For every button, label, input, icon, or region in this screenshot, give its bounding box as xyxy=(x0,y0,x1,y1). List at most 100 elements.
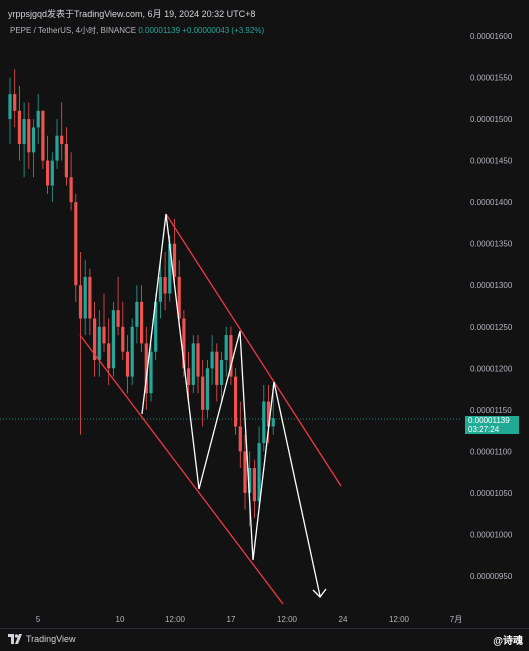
y-tick-label: 0.00001350 xyxy=(470,240,513,249)
candle-body xyxy=(125,351,130,377)
y-tick-label: 0.00001100 xyxy=(470,447,512,456)
y-tick-label: 0.00001400 xyxy=(470,198,513,207)
symbol-info: PEPE / TetherUS, 4小时, BINANCE 0.00001139… xyxy=(10,25,264,36)
candle-body xyxy=(78,285,83,319)
candle-body xyxy=(196,343,200,377)
candle-body xyxy=(17,110,21,144)
x-tick-label: 12:00 xyxy=(389,615,410,624)
last-price-value: 0.00001139 xyxy=(138,26,181,35)
candle-body xyxy=(74,202,78,286)
y-tick-label: 0.00000950 xyxy=(470,572,513,581)
candle-body xyxy=(187,368,191,385)
candle-body xyxy=(102,326,106,344)
drawings xyxy=(79,213,342,605)
candle-body xyxy=(168,243,172,294)
candle-body xyxy=(163,276,167,294)
candle-body xyxy=(46,160,50,186)
x-tick-label: 7月 xyxy=(450,615,462,624)
candle-body xyxy=(154,301,158,352)
y-tick-label: 0.00001300 xyxy=(470,281,513,290)
candle-body xyxy=(130,326,134,377)
candle-body xyxy=(22,119,26,144)
candle-body xyxy=(158,276,162,302)
candle-body xyxy=(97,326,101,360)
time-axis[interactable]: 5 10 12:00 17 12:00 24 12:00 7月 xyxy=(36,615,462,624)
candle-body xyxy=(36,110,40,128)
candle-body xyxy=(31,127,36,153)
tradingview-logo-text: TradingView xyxy=(26,634,76,644)
y-tick-label: 0.00001000 xyxy=(470,530,513,539)
candle-body xyxy=(111,310,115,369)
candle-body xyxy=(50,160,54,186)
candle-body xyxy=(144,343,148,394)
author-watermark: @诗魂 xyxy=(493,636,523,647)
arrow-head xyxy=(312,588,327,598)
y-tick-label: 0.00001550 xyxy=(470,74,513,83)
candle-body xyxy=(229,335,233,377)
y-tick-label: 0.00001500 xyxy=(470,115,513,124)
candle-body xyxy=(172,243,177,277)
candle-body xyxy=(205,368,209,410)
y-tick-label: 0.00001250 xyxy=(470,323,513,332)
candle-body xyxy=(135,301,139,327)
candle-body xyxy=(140,301,144,344)
candle-body xyxy=(107,343,111,369)
candle-body xyxy=(252,468,256,502)
candle-body xyxy=(243,451,247,493)
zigzag-path xyxy=(141,213,321,597)
x-tick-label: 24 xyxy=(339,615,348,624)
candle-body xyxy=(191,343,195,385)
candle-body xyxy=(215,351,219,385)
candle-body xyxy=(238,426,242,452)
candle-body xyxy=(116,310,120,327)
y-tick-label: 0.00001200 xyxy=(470,364,513,373)
candle-body xyxy=(177,276,181,319)
bar-countdown: 03:27:24 xyxy=(468,425,500,434)
y-tick-label: 0.00001050 xyxy=(470,489,513,498)
candle-body xyxy=(8,94,12,120)
channel-lower-line xyxy=(79,334,284,605)
candle-body xyxy=(182,318,186,369)
candle-body xyxy=(266,401,271,427)
candle-body xyxy=(64,144,68,178)
candle-body xyxy=(60,135,64,144)
candle-body xyxy=(248,468,252,493)
candle-body xyxy=(69,177,73,203)
candle-body xyxy=(55,135,59,161)
x-tick-label: 5 xyxy=(36,615,41,624)
x-tick-label: 17 xyxy=(227,615,236,624)
candle-body xyxy=(88,276,92,319)
y-tick-label: 0.00001600 xyxy=(470,32,513,41)
candle-body xyxy=(13,94,17,111)
tradingview-logo-icon xyxy=(8,634,22,644)
candle-body xyxy=(210,351,214,369)
candle-body xyxy=(201,376,205,410)
y-tick-label: 0.00001150 xyxy=(470,406,512,415)
candle-body xyxy=(93,318,97,360)
candle-body xyxy=(27,119,31,153)
x-tick-label: 12:00 xyxy=(277,615,298,624)
last-price-tag-value: 0.00001139 xyxy=(468,416,510,425)
x-tick-label: 10 xyxy=(116,615,125,624)
y-tick-label: 0.00001450 xyxy=(470,157,513,166)
candle-body xyxy=(121,326,125,352)
candle-body xyxy=(83,276,87,319)
price-axis[interactable]: 0.00001600 0.00001550 0.00001500 0.00001450… xyxy=(470,32,513,581)
tradingview-logo[interactable]: TradingView xyxy=(8,634,76,644)
x-tick-label: 12:00 xyxy=(165,615,186,624)
candle-body xyxy=(234,376,238,427)
last-price-tag: 0.00001139 03:27:24 xyxy=(465,416,519,434)
candles xyxy=(8,69,275,527)
candle-body xyxy=(224,335,228,360)
candle-body xyxy=(41,110,45,161)
candle-body xyxy=(271,418,275,427)
candle-body xyxy=(262,401,266,444)
channel-upper-line xyxy=(165,213,342,487)
publisher-line: yrppsjgqd发表于TradingView.com, 6月 19, 2024… xyxy=(8,9,256,19)
price-change-value: +0.00000043 (+3.92%) xyxy=(182,26,265,35)
bottom-bar: TradingView @诗魂 xyxy=(0,628,529,651)
candle-body xyxy=(149,351,153,394)
candle-body xyxy=(257,443,261,502)
symbol-pair: PEPE / TetherUS, 4小时, BINANCE xyxy=(10,26,137,35)
